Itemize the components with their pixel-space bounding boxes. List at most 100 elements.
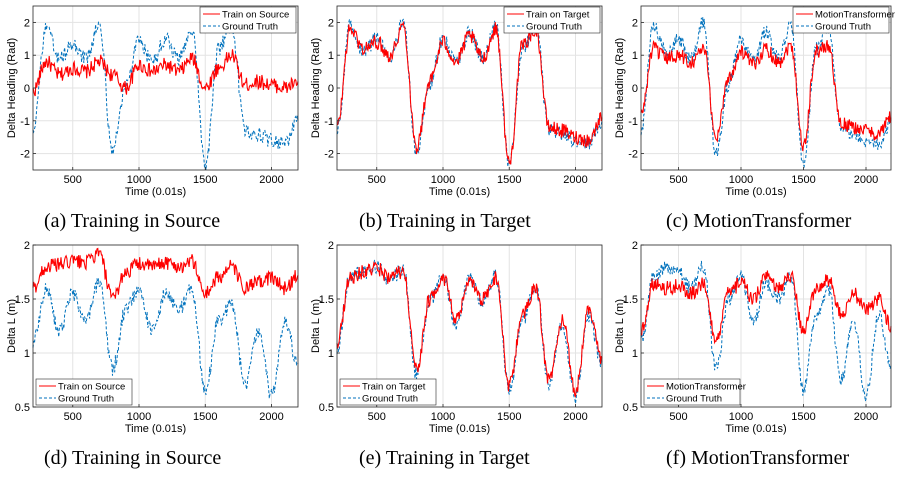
y-axis-label: Delta L (m): [614, 299, 626, 353]
legend-label: Train on Target: [526, 10, 590, 21]
series-line-predicted: [336, 20, 603, 165]
x-tick-label: 1500: [193, 174, 217, 186]
chart-b: 500 1000 1500 2000 -2 -1 0 1 2 Time (0.01s) Delta …: [310, 5, 603, 198]
caption-c: (c) MotionTransformer: [666, 210, 852, 232]
y-tick-label: 2: [632, 240, 638, 252]
legend-label: Train on Source: [58, 382, 125, 393]
caption-b: (b) Training in Target: [359, 210, 531, 232]
y-tick-label: 2: [328, 17, 334, 29]
y-tick-label: 2: [24, 240, 30, 252]
x-axis-label: Time (0.01s): [725, 186, 786, 198]
y-tick-label: -2: [628, 149, 638, 161]
x-tick-label: 500: [669, 411, 687, 423]
legend-box: [643, 378, 741, 406]
y-tick-label: 1: [24, 348, 30, 360]
chart-a: 500 1000 1500 2000 -2 -1 0 1 2 Time (0.01s) Delta …: [6, 5, 299, 198]
x-tick-label: 1500: [497, 174, 521, 186]
series-line-predicted: [640, 40, 892, 152]
y-tick-label: 0: [24, 83, 30, 95]
y-axis-label: Delta Heading (Rad): [310, 38, 322, 138]
x-tick-label: 1000: [431, 174, 455, 186]
legend-label: MotionTransformer: [815, 10, 895, 21]
y-tick-label: 0.5: [15, 402, 30, 414]
x-axis-label: Time (0.01s): [125, 423, 186, 435]
axes-frame: [336, 244, 603, 408]
y-tick-label: 1.5: [319, 294, 334, 306]
legend-label: MotionTransformer: [666, 382, 746, 393]
series-line-predicted: [336, 261, 603, 398]
y-axis-label: Delta L (m): [6, 299, 18, 353]
legend-label: Train on Target: [362, 382, 426, 393]
x-tick-label: 500: [368, 174, 386, 186]
x-tick-label: 2000: [259, 411, 283, 423]
y-axis-label: Delta Heading (Rad): [6, 38, 18, 138]
legend-label: Ground Truth: [666, 394, 722, 405]
chart-c: 500 1000 1500 2000 -2 -1 0 1 2 Time (0.01s) Delta …: [614, 5, 895, 198]
y-tick-label: 1: [24, 50, 30, 62]
axes-frame: [640, 244, 892, 408]
axes-frame: [32, 244, 299, 408]
x-tick-label: 500: [368, 411, 386, 423]
legend-label: Train on Source: [222, 10, 289, 21]
x-tick-label: 1500: [791, 411, 815, 423]
y-tick-label: 1.5: [623, 294, 638, 306]
legend-box: [339, 378, 437, 406]
chart-d: 500 1000 1500 2000 0.5 1 1.5 2 Time (0.01s) Delta…: [6, 240, 299, 435]
caption-d: (d) Training in Source: [44, 447, 222, 469]
y-axis-label: Delta L (m): [310, 299, 322, 353]
chart-e: 500 1000 1500 2000 0.5 1 1.5 2 Time (0.01s) Delta…: [310, 240, 603, 435]
x-tick-label: 500: [64, 411, 82, 423]
y-tick-label: 1: [632, 348, 638, 360]
y-tick-label: -1: [324, 116, 334, 128]
x-tick-label: 2000: [259, 174, 283, 186]
x-tick-label: 500: [64, 174, 82, 186]
y-tick-label: 0: [328, 83, 334, 95]
y-tick-label: 0.5: [319, 402, 334, 414]
x-tick-label: 1500: [497, 411, 521, 423]
y-tick-label: -2: [20, 149, 30, 161]
y-tick-label: 1: [632, 50, 638, 62]
x-tick-label: 2000: [854, 174, 878, 186]
x-tick-label: 2000: [563, 411, 587, 423]
x-axis-label: Time (0.01s): [725, 423, 786, 435]
x-tick-label: 500: [669, 174, 687, 186]
legend-label: Ground Truth: [58, 394, 114, 405]
y-tick-label: 1.5: [15, 294, 30, 306]
series-line-ground-truth: [640, 17, 892, 169]
y-tick-label: -2: [324, 149, 334, 161]
x-tick-label: 1000: [127, 411, 151, 423]
series-line-predicted: [32, 247, 299, 299]
series-line-predicted: [32, 49, 299, 97]
caption-a: (a) Training in Source: [44, 210, 221, 232]
caption-e: (e) Training in Target: [359, 447, 530, 469]
x-tick-label: 1500: [791, 174, 815, 186]
caption-f: (f) MotionTransformer: [666, 447, 850, 469]
x-tick-label: 1000: [729, 174, 753, 186]
chart-f: 500 1000 1500 2000 0.5 1 1.5 2 Time (0.01s) Delta…: [614, 240, 892, 435]
y-tick-label: 0: [632, 83, 638, 95]
y-tick-label: -1: [20, 116, 30, 128]
y-tick-label: -1: [628, 116, 638, 128]
legend-label: Ground Truth: [222, 22, 278, 33]
legend-box: [503, 6, 601, 34]
y-tick-label: 2: [328, 240, 334, 252]
x-tick-label: 2000: [854, 411, 878, 423]
legend-box: [792, 6, 890, 34]
y-axis-label: Delta Heading (Rad): [614, 38, 626, 138]
y-tick-label: 2: [632, 17, 638, 29]
legend-label: Ground Truth: [815, 22, 871, 33]
legend-label: Ground Truth: [362, 394, 418, 405]
y-tick-label: 0.5: [623, 402, 638, 414]
x-tick-label: 1000: [729, 411, 753, 423]
legend-box: [199, 6, 297, 34]
x-axis-label: Time (0.01s): [429, 186, 490, 198]
x-tick-label: 1000: [127, 174, 151, 186]
x-axis-label: Time (0.01s): [429, 423, 490, 435]
legend-label: Ground Truth: [526, 22, 582, 33]
